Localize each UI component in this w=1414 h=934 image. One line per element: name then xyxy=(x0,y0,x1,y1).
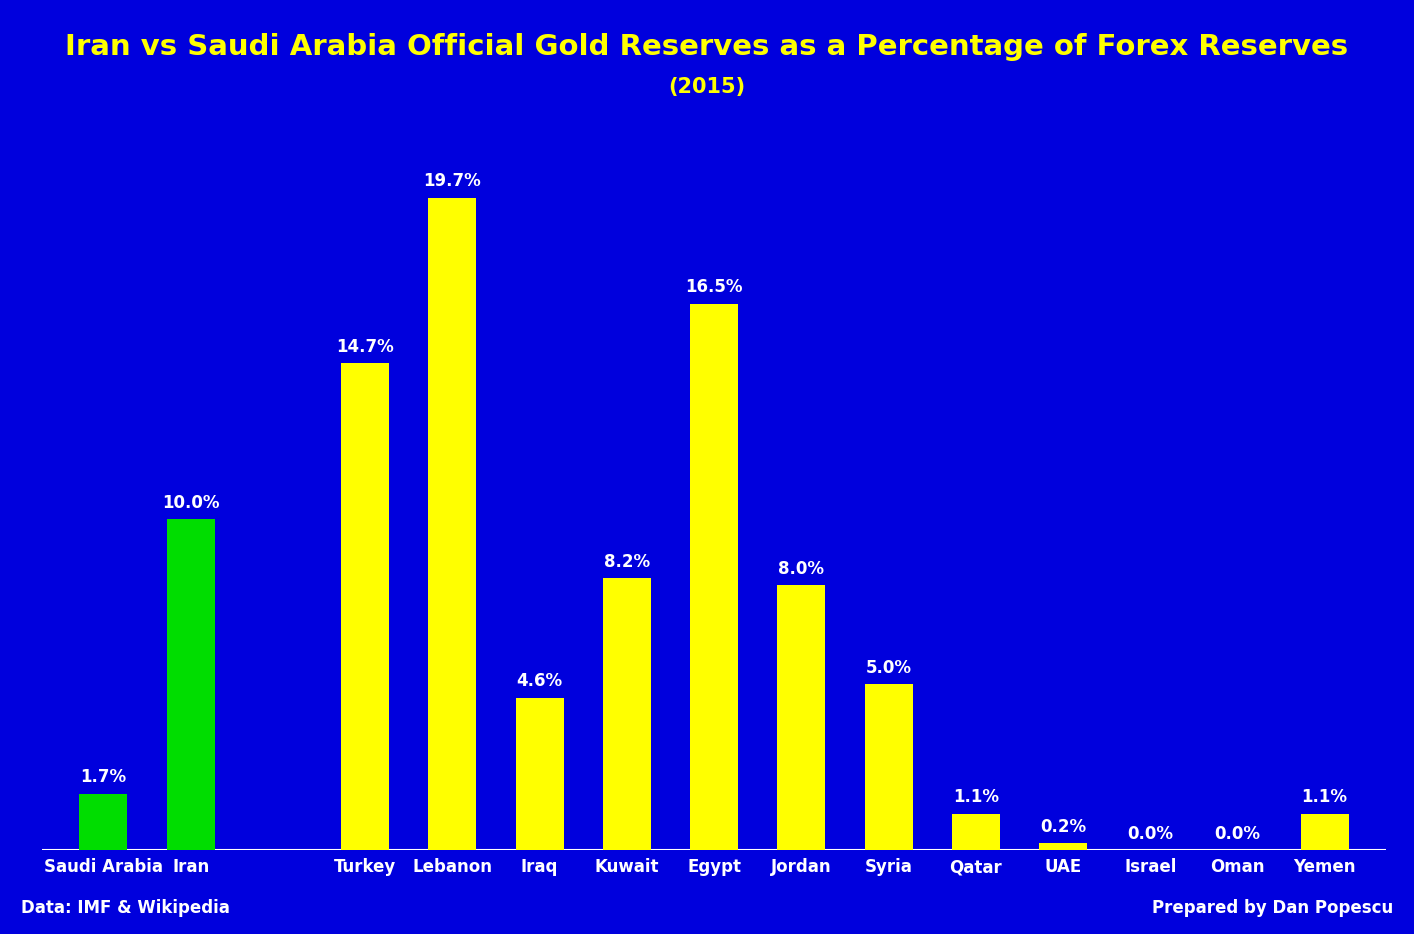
Text: (2015): (2015) xyxy=(669,77,745,96)
Text: 1.1%: 1.1% xyxy=(953,788,998,806)
Bar xyxy=(167,518,215,850)
Bar xyxy=(602,578,650,850)
Text: 10.0%: 10.0% xyxy=(163,493,219,512)
Text: 14.7%: 14.7% xyxy=(337,338,395,356)
Text: 8.2%: 8.2% xyxy=(604,553,650,571)
Bar xyxy=(428,198,477,850)
Text: 16.5%: 16.5% xyxy=(686,278,742,296)
Bar xyxy=(864,685,912,850)
Text: 0.0%: 0.0% xyxy=(1215,825,1260,842)
Text: Iran vs Saudi Arabia Official Gold Reserves as a Percentage of Forex Reserves: Iran vs Saudi Arabia Official Gold Reser… xyxy=(65,33,1349,61)
Text: 5.0%: 5.0% xyxy=(865,659,912,677)
Bar xyxy=(79,794,127,850)
Text: 19.7%: 19.7% xyxy=(424,172,481,191)
Bar xyxy=(690,304,738,850)
Text: 8.0%: 8.0% xyxy=(778,559,824,578)
Bar xyxy=(1039,843,1087,850)
Text: 4.6%: 4.6% xyxy=(516,672,563,690)
Text: 1.7%: 1.7% xyxy=(81,769,126,786)
Bar xyxy=(516,698,564,850)
Bar xyxy=(1301,814,1349,850)
Bar xyxy=(778,585,826,850)
Text: 0.2%: 0.2% xyxy=(1039,818,1086,836)
Text: 1.1%: 1.1% xyxy=(1302,788,1348,806)
Text: Prepared by Dan Popescu: Prepared by Dan Popescu xyxy=(1151,899,1393,917)
Text: 0.0%: 0.0% xyxy=(1127,825,1174,842)
Text: Data: IMF & Wikipedia: Data: IMF & Wikipedia xyxy=(21,899,230,917)
Bar xyxy=(341,363,389,850)
Bar xyxy=(952,814,1000,850)
